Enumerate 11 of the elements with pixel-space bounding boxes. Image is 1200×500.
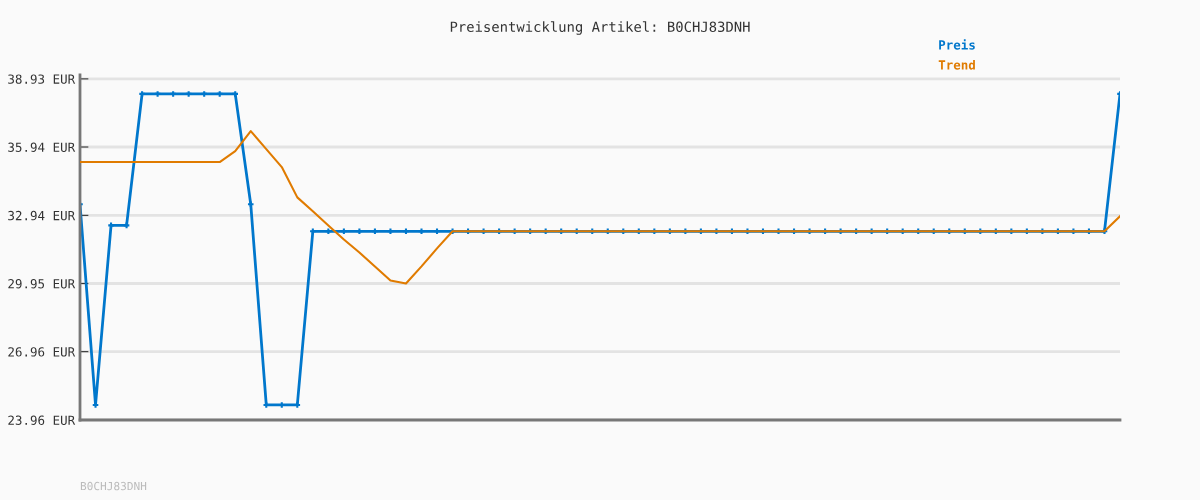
text: Trend — [938, 59, 975, 70]
y-tick-label: 23.96 EUR — [8, 415, 76, 425]
chart-title: Preisentwicklung Artikel: B0CHJ83DNH — [450, 21, 750, 35]
y-tick-label: 29.95 EUR — [8, 279, 76, 289]
text: Preis — [939, 39, 975, 50]
y-tick-label: 38.93 EUR — [8, 74, 76, 84]
y-tick-label: 32.94 EUR — [8, 210, 76, 221]
y-tick-label: 26.96 EUR — [8, 347, 76, 357]
text: B0CHJ83DNH — [80, 481, 147, 491]
y-tick-label: 35.94 EUR — [8, 142, 76, 152]
line-series — [80, 130, 1120, 285]
